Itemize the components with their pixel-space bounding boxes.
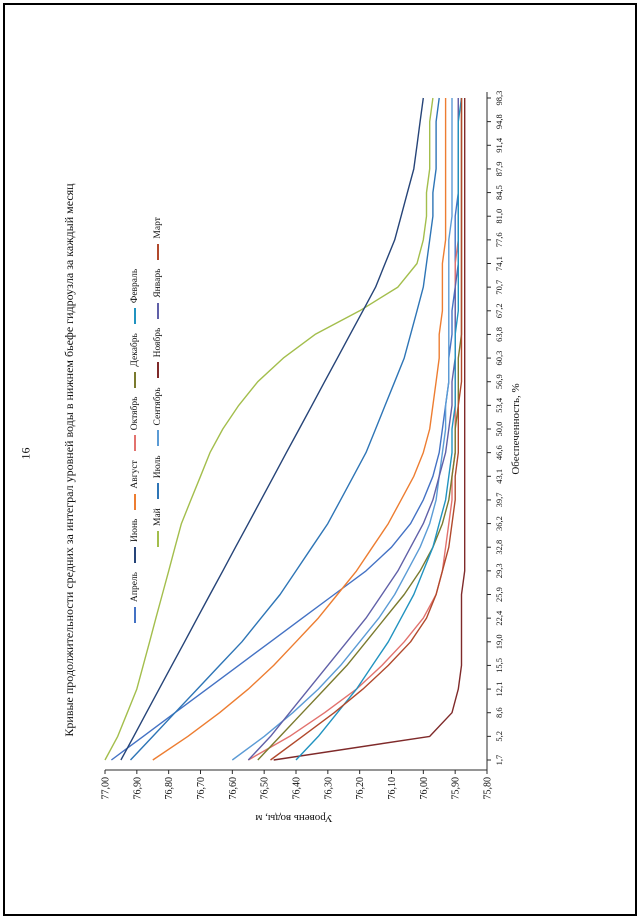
x-axis-tick-label: 50,0: [494, 422, 504, 437]
x-axis-tick-label: 81,0: [494, 209, 504, 224]
x-axis-tick-label: 12,1: [494, 682, 504, 697]
series-line: [129, 97, 440, 761]
legend-line-swatch: [134, 435, 136, 452]
series-line: [110, 98, 459, 761]
y-axis-tick-label: 76,50: [260, 777, 271, 800]
x-axis-tick-label: 91,4: [494, 137, 504, 153]
x-axis-tick-label: 32,8: [494, 540, 504, 555]
x-axis-tick-label: 63,8: [494, 327, 504, 342]
legend-entry: Сентябрь: [153, 387, 163, 447]
legend-label: Август: [130, 460, 140, 489]
x-axis-tick-label: 43,1: [494, 469, 504, 484]
y-axis-tick-label: 76,00: [419, 777, 430, 800]
x-axis-tick-label: 1,7: [494, 755, 504, 766]
legend-label: Октябрь: [130, 396, 140, 431]
series-line: [104, 97, 434, 761]
legend-label: Февраль: [130, 268, 140, 304]
legend-entry: Май: [153, 508, 163, 547]
y-axis-tick-label: 76,60: [228, 777, 239, 800]
x-axis-tick-label: 53,4: [494, 397, 504, 413]
x-axis-tick-label: 46,6: [494, 445, 504, 460]
x-axis-tick-label: 8,6: [494, 707, 504, 718]
legend-label: Ноябрь: [153, 327, 163, 358]
series-line: [273, 98, 466, 761]
legend-line-swatch: [134, 371, 136, 388]
y-axis-tick-label: 76,20: [355, 777, 366, 800]
x-axis-title: Обеспеченность, %: [510, 383, 522, 475]
x-axis-tick-label: 22,4: [494, 610, 504, 626]
legend-label: Апрель: [130, 572, 140, 602]
x-axis-tick-label: 77,6: [494, 232, 504, 247]
y-axis-tick-label: 77,00: [101, 777, 112, 800]
series-line: [295, 97, 463, 761]
y-axis-tick-label: 76,10: [387, 777, 398, 800]
x-axis-tick-label: 94,8: [494, 114, 504, 129]
legend-line-swatch: [134, 493, 136, 510]
x-axis-tick-label: 29,3: [494, 563, 504, 578]
legend-entry: Ноябрь: [153, 328, 163, 379]
chart-title: Кривые продолжительности средних за инте…: [62, 183, 76, 737]
x-axis-tick-label: 84,5: [494, 185, 504, 200]
y-axis-tick-label: 76,80: [164, 777, 175, 800]
legend-entry: Октябрь: [130, 397, 140, 452]
legend-entry: Август: [130, 460, 140, 510]
y-axis-tick-label: 75,80: [483, 777, 494, 800]
x-axis-tick-label: 60,3: [494, 351, 504, 366]
legend-line-swatch: [157, 531, 159, 547]
legend-line-swatch: [157, 302, 159, 319]
legend-label: Сентябрь: [153, 387, 163, 426]
legend-line-swatch: [157, 362, 159, 379]
legend-line-swatch: [157, 430, 159, 447]
x-axis-tick-label: 19,0: [494, 634, 504, 649]
legend-entry: Январь: [153, 269, 163, 319]
legend-label: Июнь: [130, 518, 140, 543]
y-axis-tick-label: 76,30: [323, 777, 334, 800]
series-line: [257, 98, 463, 761]
legend-label: Май: [153, 508, 163, 526]
x-axis-tick-label: 74,1: [494, 256, 504, 271]
legend-entry: Июль: [153, 455, 163, 500]
legend-label: Март: [153, 217, 163, 239]
x-axis-tick-label: 5,2: [494, 731, 504, 742]
y-axis-tick-label: 75,90: [451, 777, 462, 800]
legend-line-swatch: [134, 607, 136, 623]
x-axis-tick-label: 25,9: [494, 587, 504, 602]
legend-entry: Апрель: [130, 572, 140, 623]
legend-label: Июль: [153, 455, 163, 479]
y-axis-tick-label: 76,40: [292, 777, 303, 800]
x-axis-tick-label: 87,9: [494, 161, 504, 176]
legend-row-2: Май Июль Сентябрь Ноябрь Январь Март: [153, 217, 163, 547]
x-axis-tick-label: 98,3: [494, 91, 504, 106]
legend-entry: Июнь: [130, 518, 140, 564]
x-axis-tick-label: 15,5: [494, 658, 504, 673]
legend-line-swatch: [157, 243, 159, 260]
series-line: [270, 98, 463, 761]
y-axis-title: Уровень воды, м: [255, 812, 333, 824]
series-line: [231, 98, 453, 761]
y-axis-tick-label: 76,70: [196, 777, 207, 800]
x-axis-tick-label: 70,7: [494, 280, 504, 295]
rotated-chart-container: 77,00 76,90 76,80 76,70 76,60 76,50 76,40 76,30…: [58, 85, 548, 835]
legend-line-swatch: [134, 308, 136, 325]
x-axis-tick-label: 56,9: [494, 374, 504, 389]
page-number: 16: [18, 447, 33, 460]
series-line: [152, 98, 447, 761]
legend-entry: Февраль: [130, 268, 140, 325]
x-axis-tick-label: 67,2: [494, 303, 504, 318]
legend-entry: Декабрь: [130, 333, 140, 388]
x-axis-tick-label: 36,2: [494, 516, 504, 531]
legend-line-swatch: [157, 483, 159, 500]
legend-line-swatch: [134, 547, 136, 564]
y-axis-tick-label: 76,90: [132, 777, 143, 800]
legend-label: Декабрь: [130, 333, 140, 367]
legend-entry: Март: [153, 217, 163, 260]
duration-curves-plot: 77,00 76,90 76,80 76,70 76,60 76,50 76,40 76,30…: [101, 91, 505, 800]
legend-row-1: Апрель Июнь Август Октябрь Декабрь Февраль: [130, 269, 140, 623]
series-line: [120, 97, 424, 761]
x-axis-tick-label: 39,7: [494, 492, 504, 507]
legend-label: Январь: [153, 268, 163, 298]
